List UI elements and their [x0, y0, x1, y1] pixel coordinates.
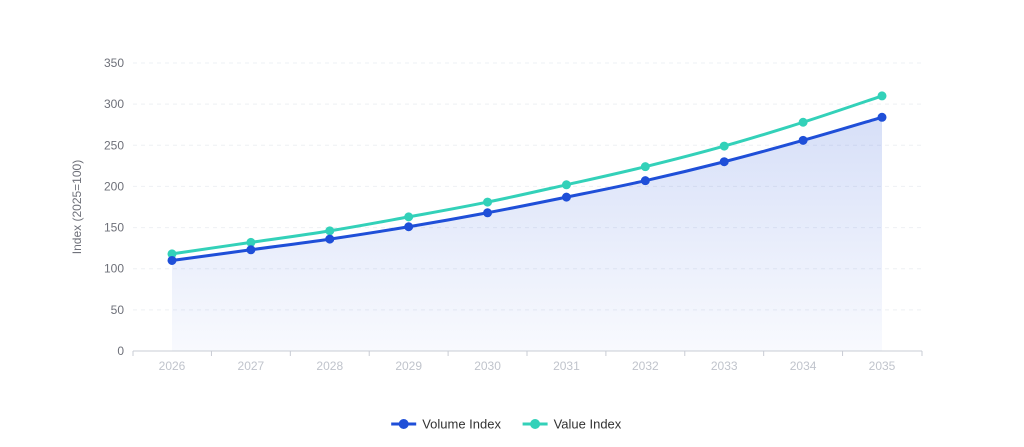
data-point-volume-index[interactable]: [246, 245, 256, 255]
data-point-volume-index[interactable]: [798, 135, 808, 145]
data-point-value-index[interactable]: [246, 237, 256, 247]
legend-label: Value Index: [554, 417, 622, 432]
data-point-value-index[interactable]: [483, 197, 493, 207]
y-tick-label: 0: [117, 344, 124, 358]
x-tick-label: 2030: [474, 359, 501, 373]
series-layer: [167, 91, 887, 265]
axes: 0 50 100 150 200 250 300 350 2026 2027 2028 2029 203…: [104, 56, 923, 373]
x-tick-label: 2035: [869, 359, 896, 373]
legend-swatch-dot: [398, 419, 409, 429]
x-tick-label: 2031: [553, 359, 580, 373]
series-line-value-index: [170, 94, 884, 256]
data-point-volume-index[interactable]: [561, 192, 571, 202]
legend-item-value-index[interactable]: Value Index: [522, 417, 622, 432]
data-point-volume-index[interactable]: [877, 112, 887, 122]
data-point-volume-index[interactable]: [640, 176, 650, 186]
y-tick-label: 50: [111, 303, 125, 317]
data-point-volume-index[interactable]: [325, 234, 335, 244]
data-point-volume-index[interactable]: [719, 157, 729, 167]
x-tick-label: 2028: [316, 359, 343, 373]
legend-item-volume-index[interactable]: Volume Index: [391, 417, 501, 432]
data-point-value-index[interactable]: [640, 162, 650, 172]
data-point-value-index[interactable]: [719, 141, 729, 151]
data-point-volume-index[interactable]: [483, 208, 493, 218]
data-point-value-index[interactable]: [877, 91, 887, 101]
data-point-volume-index[interactable]: [404, 222, 414, 232]
series-line-volume-index: [170, 115, 884, 262]
y-tick-label: 100: [104, 262, 124, 276]
x-tick-label: 2033: [711, 359, 738, 373]
x-tick-label: 2026: [159, 359, 186, 373]
x-tick-label: 2027: [238, 359, 265, 373]
legend-label: Volume Index: [422, 417, 501, 432]
y-axis-title: Index (2025=100): [70, 160, 84, 254]
area-fill: [172, 117, 882, 352]
y-tick-label: 300: [104, 97, 124, 111]
area-fill-layer: [172, 117, 882, 352]
data-point-value-index[interactable]: [325, 226, 335, 236]
y-tick-label: 150: [104, 221, 124, 235]
x-tick-label: 2034: [790, 359, 817, 373]
data-point-value-index[interactable]: [798, 117, 808, 127]
x-tick-label: 2029: [395, 359, 422, 373]
y-tick-label: 250: [104, 138, 124, 152]
x-tick-label: 2032: [632, 359, 659, 373]
y-tick-label: 200: [104, 179, 124, 193]
legend-swatch-dot: [530, 419, 541, 429]
data-point-value-index[interactable]: [561, 180, 571, 190]
data-point-value-index[interactable]: [404, 212, 414, 222]
data-point-volume-index[interactable]: [167, 255, 177, 265]
y-tick-label: 350: [104, 56, 124, 70]
legend: Volume Index Value Index: [391, 417, 622, 432]
